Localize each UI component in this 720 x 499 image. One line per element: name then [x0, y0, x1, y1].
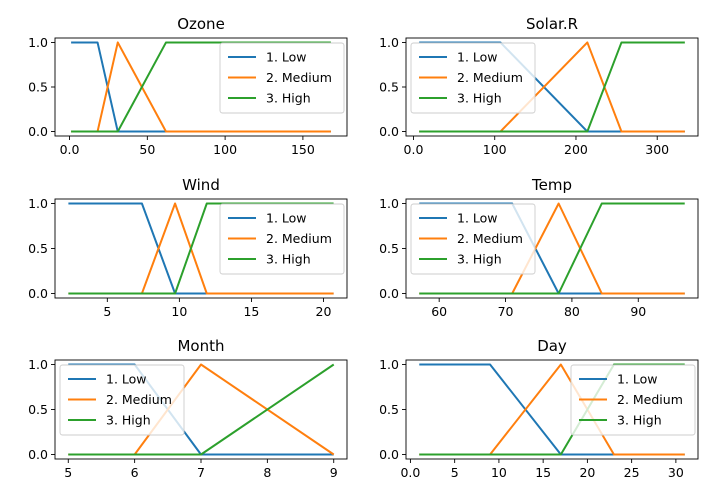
y-tick-label: 1.0	[28, 35, 48, 50]
series-line-3	[419, 41, 685, 133]
y-tick-label: 0.0	[379, 124, 399, 139]
y-tick-label: 0.5	[379, 80, 399, 95]
x-tick-label: 90	[630, 304, 646, 319]
x-tick-label: 10	[491, 465, 507, 480]
y-tick-label: 1.0	[28, 357, 48, 372]
subplot-2: Solar.R 0.0 100 200 300 0.0 0.5 1.0 1. Low 2. Med…	[379, 15, 699, 157]
x-tick-label: 20	[579, 465, 595, 480]
y-tick-label: 0.0	[379, 447, 399, 462]
x-tick-label: 0.0	[404, 142, 424, 157]
legend-label: 3. High	[266, 91, 311, 106]
x-tick-label: 30	[668, 465, 684, 480]
legend-box	[570, 364, 696, 436]
x-tick-label: 60	[431, 304, 447, 319]
x-tick-label: 7	[197, 465, 205, 480]
y-tick-label: 0.5	[28, 241, 48, 256]
x-tick-label: 100	[483, 142, 507, 157]
y-tick-label: 0.5	[379, 241, 399, 256]
x-tick-label: 300	[645, 142, 669, 157]
series-line-3	[71, 41, 331, 133]
subplot-1: Ozone 0.0 50 100 150 0.0 0.5 1.0 1. Low 2. Medium…	[28, 15, 348, 157]
legend-label: 2. Medium	[457, 70, 523, 85]
legend-label: 1. Low	[106, 372, 147, 387]
x-tick-label: 25	[624, 465, 640, 480]
subplot-title: Solar.R	[526, 15, 578, 33]
legend-box	[59, 364, 185, 436]
legend-label: 1. Low	[457, 211, 498, 226]
legend-label: 2. Medium	[266, 70, 332, 85]
subplot-title: Month	[177, 337, 224, 355]
legend-box	[219, 203, 345, 275]
x-tick-label: 6	[131, 465, 139, 480]
legend: 1. Low 2. Medium 3. High	[570, 364, 696, 436]
y-tick-label: 1.0	[379, 357, 399, 372]
x-tick-label: 9	[330, 465, 338, 480]
legend: 1. Low 2. Medium 3. High	[219, 42, 345, 114]
x-tick-label: 0.0	[60, 142, 80, 157]
x-tick-label: 8	[263, 465, 271, 480]
x-tick-label: 150	[291, 142, 315, 157]
legend-label: 3. High	[266, 252, 311, 267]
y-tick-label: 1.0	[379, 196, 399, 211]
y-tick-label: 0.0	[28, 124, 48, 139]
legend: 1. Low 2. Medium 3. High	[410, 42, 536, 114]
x-tick-label: 5	[103, 304, 111, 319]
x-tick-label: 20	[316, 304, 332, 319]
subplot-title: Day	[537, 337, 567, 355]
legend-box	[410, 42, 536, 114]
legend-label: 1. Low	[266, 211, 307, 226]
subplot-4: Temp 60 70 80 90 0.0 0.5 1.0 1. Low 2. Medium 3. H…	[379, 176, 699, 319]
legend: 1. Low 2. Medium 3. High	[219, 203, 345, 275]
subplot-5: Month 5 6 7 8 9 0.0 0.5 1.0 1. Low 2. Medium 3. Hig…	[28, 337, 348, 480]
legend-label: 1. Low	[266, 50, 307, 65]
x-tick-label: 50	[139, 142, 155, 157]
legend-label: 2. Medium	[617, 392, 683, 407]
x-tick-label: 5	[451, 465, 459, 480]
subplot-6: Day 0.0 5 10 15 20 25 30 0.0 0.5 1.0 1. Low 2. Mediu…	[379, 337, 699, 480]
subplot-3: Wind 5 10 15 20 0.0 0.5 1.0 1. Low 2. Medium 3. Hi…	[28, 176, 348, 319]
legend-label: 1. Low	[457, 50, 498, 65]
legend-label: 2. Medium	[106, 392, 172, 407]
y-tick-label: 0.5	[28, 402, 48, 417]
subplot-title: Temp	[531, 176, 572, 194]
legend-box	[219, 42, 345, 114]
x-tick-label: 15	[535, 465, 551, 480]
y-tick-label: 0.0	[28, 286, 48, 301]
legend-label: 3. High	[617, 413, 662, 428]
legend-label: 3. High	[106, 413, 151, 428]
series-line-3	[68, 202, 334, 295]
x-tick-label: 0.0	[400, 465, 420, 480]
y-tick-label: 0.0	[28, 447, 48, 462]
x-tick-label: 80	[564, 304, 580, 319]
x-tick-label: 100	[213, 142, 237, 157]
legend: 1. Low 2. Medium 3. High	[59, 364, 185, 436]
legend-label: 2. Medium	[266, 231, 332, 246]
x-tick-label: 10	[171, 304, 187, 319]
x-tick-label: 200	[564, 142, 588, 157]
legend-label: 3. High	[457, 91, 502, 106]
y-tick-label: 1.0	[28, 196, 48, 211]
subplot-title: Wind	[182, 176, 220, 194]
y-tick-label: 0.5	[379, 402, 399, 417]
x-tick-label: 70	[498, 304, 514, 319]
x-tick-label: 15	[243, 304, 259, 319]
y-tick-label: 1.0	[379, 35, 399, 50]
legend-label: 1. Low	[617, 372, 658, 387]
series-line-3	[68, 363, 335, 456]
series-line-3	[419, 202, 685, 295]
legend: 1. Low 2. Medium 3. High	[410, 203, 536, 275]
legend-label: 3. High	[457, 252, 502, 267]
legend-box	[410, 203, 536, 275]
y-tick-label: 0.0	[379, 286, 399, 301]
y-tick-label: 0.5	[28, 80, 48, 95]
legend-label: 2. Medium	[457, 231, 523, 246]
subplot-title: Ozone	[177, 15, 225, 33]
x-tick-label: 5	[64, 465, 72, 480]
